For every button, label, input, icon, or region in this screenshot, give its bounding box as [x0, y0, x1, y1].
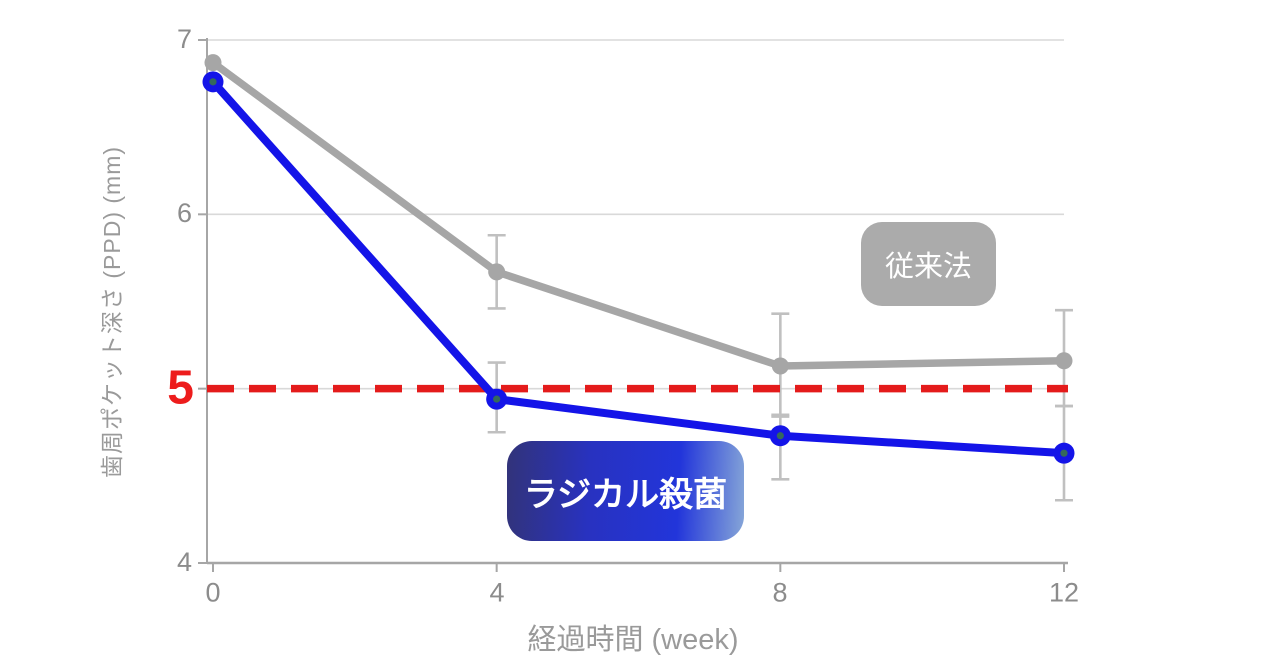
axes: [198, 38, 1068, 572]
series-markers-1: [202, 71, 1075, 464]
series-line-1: [209, 77, 1068, 458]
y-tick-label-4: 4: [176, 546, 192, 577]
conventional-series-label: 従来法: [861, 222, 996, 306]
x-axis-title: 経過時間 (week): [527, 624, 739, 656]
y-tick-label-6: 6: [176, 197, 192, 228]
threshold-label-5: 5: [167, 361, 194, 415]
x-tick-label-12: 12: [1048, 577, 1080, 608]
radical-series-label: ラジカル殺菌: [507, 441, 744, 541]
x-tick-label-8: 8: [772, 577, 788, 608]
x-tick-label-4: 4: [489, 577, 505, 608]
series-markers-0: [204, 54, 1073, 375]
x-tick-label-0: 0: [205, 577, 221, 608]
series-line-0: [209, 58, 1068, 370]
y-tick-label-7: 7: [176, 23, 192, 54]
y-axis-title: 歯周ポケット深さ (PPD) (mm): [99, 145, 125, 479]
